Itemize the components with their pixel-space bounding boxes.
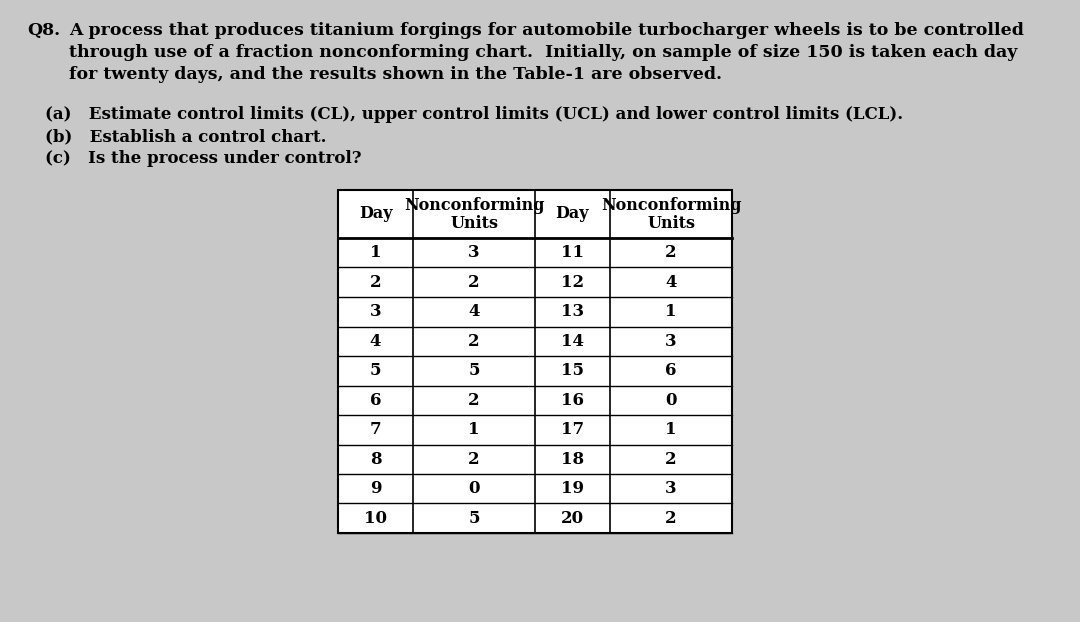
- Text: 16: 16: [561, 392, 584, 409]
- Text: 17: 17: [561, 421, 584, 439]
- Text: Units: Units: [647, 215, 696, 233]
- Text: 18: 18: [561, 451, 584, 468]
- Text: 2: 2: [665, 510, 677, 527]
- Text: 9: 9: [369, 480, 381, 497]
- Text: 1: 1: [369, 244, 381, 261]
- Text: 0: 0: [665, 392, 677, 409]
- Text: 1: 1: [665, 421, 677, 439]
- Text: Q8.: Q8.: [27, 22, 60, 39]
- Text: 3: 3: [469, 244, 480, 261]
- Text: A process that produces titanium forgings for automobile turbocharger wheels is : A process that produces titanium forging…: [69, 22, 1024, 39]
- Text: 8: 8: [369, 451, 381, 468]
- Text: 10: 10: [364, 510, 387, 527]
- Text: (b)   Establish a control chart.: (b) Establish a control chart.: [45, 128, 326, 145]
- Text: 4: 4: [665, 274, 677, 290]
- Text: 2: 2: [369, 274, 381, 290]
- Text: 2: 2: [469, 451, 480, 468]
- Text: 0: 0: [469, 480, 480, 497]
- Bar: [338, 190, 732, 533]
- Text: 4: 4: [469, 304, 480, 320]
- Text: 11: 11: [561, 244, 584, 261]
- Text: 19: 19: [561, 480, 584, 497]
- Text: (c)   Is the process under control?: (c) Is the process under control?: [45, 150, 362, 167]
- Text: 13: 13: [561, 304, 584, 320]
- Text: through use of a fraction nonconforming chart.  Initially, on sample of size 150: through use of a fraction nonconforming …: [69, 44, 1017, 61]
- Text: 1: 1: [469, 421, 480, 439]
- Text: 2: 2: [469, 333, 480, 350]
- Text: Day: Day: [359, 205, 392, 223]
- Text: 5: 5: [369, 362, 381, 379]
- Text: Day: Day: [556, 205, 590, 223]
- Text: 2: 2: [665, 451, 677, 468]
- Text: (a)   Estimate control limits (CL), upper control limits (UCL) and lower control: (a) Estimate control limits (CL), upper …: [45, 106, 903, 123]
- Text: 5: 5: [469, 362, 480, 379]
- Text: 2: 2: [469, 392, 480, 409]
- Text: 3: 3: [369, 304, 381, 320]
- Text: Nonconforming: Nonconforming: [404, 198, 544, 215]
- Text: 2: 2: [469, 274, 480, 290]
- Text: Units: Units: [450, 215, 498, 233]
- Text: 15: 15: [561, 362, 584, 379]
- Text: 3: 3: [665, 333, 677, 350]
- Text: 5: 5: [469, 510, 480, 527]
- Text: 3: 3: [665, 480, 677, 497]
- Text: 6: 6: [665, 362, 677, 379]
- Text: for twenty days, and the results shown in the Table-1 are observed.: for twenty days, and the results shown i…: [69, 66, 723, 83]
- Text: 1: 1: [665, 304, 677, 320]
- Text: 14: 14: [561, 333, 584, 350]
- Text: 20: 20: [561, 510, 584, 527]
- Text: 2: 2: [665, 244, 677, 261]
- Text: 4: 4: [369, 333, 381, 350]
- Text: 6: 6: [369, 392, 381, 409]
- Text: 7: 7: [369, 421, 381, 439]
- Text: Nonconforming: Nonconforming: [600, 198, 741, 215]
- Text: 12: 12: [561, 274, 584, 290]
